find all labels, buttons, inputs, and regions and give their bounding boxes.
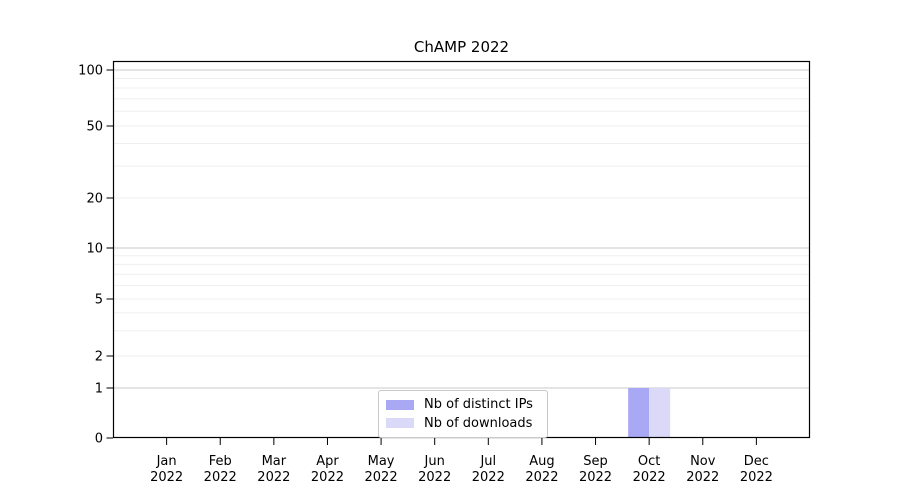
legend: Nb of distinct IPs Nb of downloads bbox=[378, 390, 548, 438]
y-tick-label: 1 bbox=[95, 382, 103, 397]
bar-downloads bbox=[649, 388, 671, 438]
x-tick-label-year: 2022 bbox=[472, 470, 505, 485]
y-tick-label: 10 bbox=[86, 242, 103, 257]
x-tick-label-year: 2022 bbox=[257, 470, 290, 485]
x-tick-label-month: Sep bbox=[583, 454, 608, 469]
x-tick-label-year: 2022 bbox=[150, 470, 183, 485]
x-tick-label-year: 2022 bbox=[686, 470, 719, 485]
x-tick-label-month: Apr bbox=[316, 454, 339, 469]
x-tick-label-year: 2022 bbox=[740, 470, 773, 485]
x-tick-label-month: May bbox=[368, 454, 395, 469]
x-tick-label-year: 2022 bbox=[365, 470, 398, 485]
x-tick-label-month: Aug bbox=[529, 454, 554, 469]
x-tick-label-year: 2022 bbox=[311, 470, 344, 485]
legend-item-distinct-ips: Nb of distinct IPs bbox=[386, 396, 539, 414]
x-tick-label-year: 2022 bbox=[633, 470, 666, 485]
x-tick-label-year: 2022 bbox=[204, 470, 237, 485]
x-tick-label-month: Jan bbox=[156, 454, 177, 469]
x-tick-label-month: Jul bbox=[479, 454, 496, 469]
legend-item-downloads: Nb of downloads bbox=[386, 414, 539, 432]
bar-distinct-ips bbox=[628, 388, 650, 438]
plot-frame bbox=[112, 60, 811, 439]
x-tick-label-month: Jun bbox=[424, 454, 445, 469]
y-tick-label: 2 bbox=[95, 350, 103, 365]
x-tick-label-month: Dec bbox=[744, 454, 769, 469]
x-tick-label-month: Nov bbox=[690, 454, 716, 469]
x-tick-label-month: Feb bbox=[209, 454, 232, 469]
y-tick-label: 50 bbox=[86, 120, 103, 135]
legend-label-downloads: Nb of downloads bbox=[424, 415, 533, 431]
y-tick-label: 5 bbox=[95, 293, 103, 308]
legend-swatch-downloads bbox=[386, 418, 414, 429]
legend-swatch-distinct-ips bbox=[386, 399, 414, 410]
y-tick-label: 100 bbox=[78, 64, 103, 79]
x-tick-label-year: 2022 bbox=[418, 470, 451, 485]
x-tick-label-month: Mar bbox=[262, 454, 287, 469]
chart-title: ChAMP 2022 bbox=[413, 38, 510, 56]
x-tick-label-year: 2022 bbox=[579, 470, 612, 485]
x-tick-label-month: Oct bbox=[638, 454, 660, 469]
y-tick-label: 20 bbox=[86, 192, 103, 207]
legend-label-distinct-ips: Nb of distinct IPs bbox=[424, 397, 533, 413]
y-tick-label: 0 bbox=[95, 432, 103, 447]
x-tick-label-year: 2022 bbox=[525, 470, 558, 485]
